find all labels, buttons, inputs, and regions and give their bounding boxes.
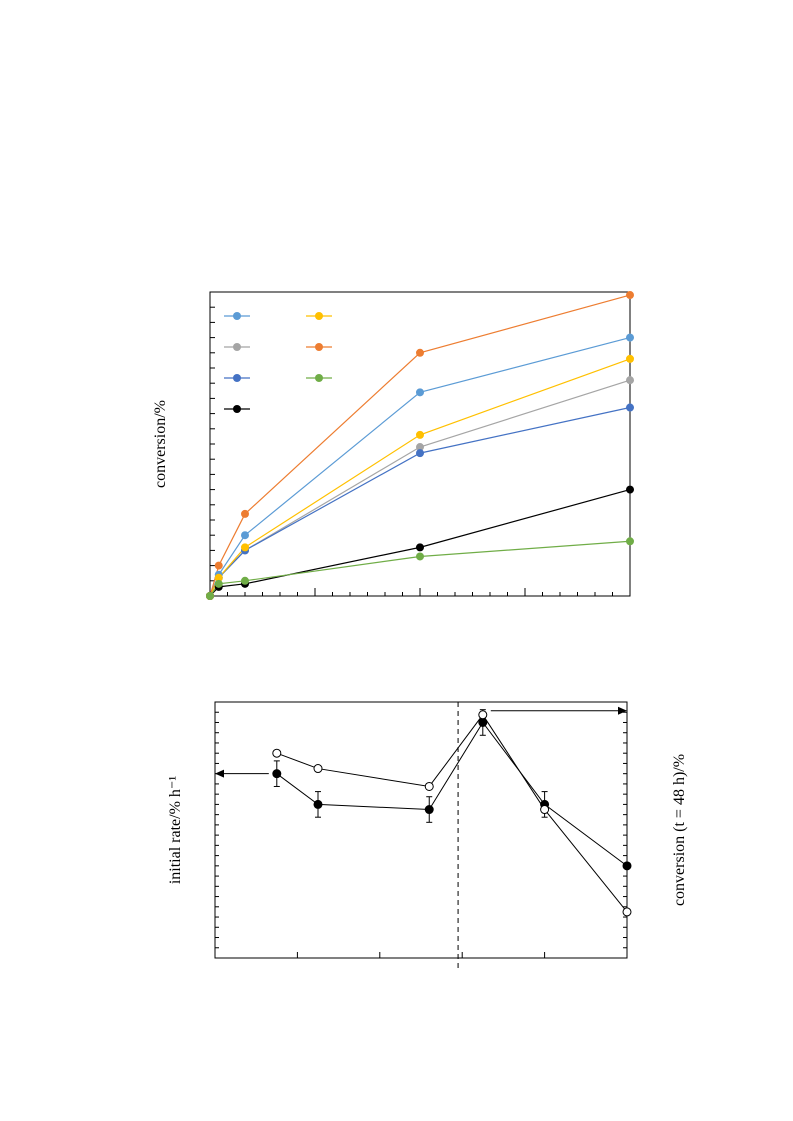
chart1-data-point	[416, 449, 424, 458]
chart1-legend	[224, 312, 332, 413]
chart1-legend-marker	[233, 405, 241, 413]
chart1-y-axis-label: conversion/%	[152, 400, 169, 488]
chart2-data-point	[478, 717, 488, 727]
chart1-series	[206, 291, 634, 600]
chart1-legend-marker	[233, 343, 241, 351]
chart2-y-axis-label: initial rate/% h⁻¹	[167, 776, 184, 885]
chart1-legend-marker	[315, 374, 323, 382]
rate-conversion-chart: initial rate/% h⁻¹ conversion (t = 48 h)…	[167, 701, 688, 968]
chart1-data-point	[206, 592, 214, 600]
chart1-data-point	[626, 485, 634, 494]
chart1-data-point	[416, 388, 424, 397]
chart1-data-point	[214, 561, 223, 570]
chart1-data-point	[241, 531, 249, 540]
chart2-data-point	[313, 799, 323, 809]
chart1-data-point	[241, 509, 249, 518]
chart2-data-point	[622, 907, 632, 917]
chart2-right-arrowhead	[618, 706, 627, 715]
conversion-time-chart: conversion/%	[152, 291, 634, 600]
chart1-data-point	[241, 576, 249, 585]
chart2-left-arrowhead	[215, 769, 224, 778]
chart1-data-point	[416, 543, 424, 552]
chart2-data-point	[272, 769, 282, 779]
chart1-data-point	[626, 403, 634, 412]
chart2-series-line	[276, 713, 628, 913]
chart1-data-point	[416, 348, 424, 357]
chart2-y2-axis-label: conversion (t = 48 h)/%	[671, 754, 688, 906]
chart1-legend-marker	[315, 343, 323, 351]
chart2-series-line	[276, 721, 628, 867]
chart1-legend-marker	[233, 374, 241, 382]
chart2-data-point	[313, 764, 323, 774]
chart1-data-point	[626, 376, 634, 385]
chart1-legend-marker	[233, 312, 241, 320]
chart1-data-point	[416, 443, 424, 452]
chart1-data-point	[626, 537, 634, 546]
chart2-axis-arrows	[215, 706, 627, 778]
chart1-legend-marker	[315, 312, 323, 320]
chart1-data-point	[416, 430, 424, 439]
chart2-data-point	[478, 710, 488, 720]
chart2-plot-frame	[214, 701, 628, 959]
chart1-data-point	[416, 552, 424, 561]
chart1-data-point	[626, 291, 634, 300]
chart1-data-point	[214, 573, 223, 582]
chart1-data-point	[214, 579, 223, 588]
chart2-data-point	[424, 781, 434, 791]
chart2-ticks	[215, 701, 627, 959]
chart1-data-point	[626, 333, 634, 342]
chart1-data-point	[241, 543, 249, 552]
chart1-series-line	[209, 489, 631, 597]
chart2-data-point	[540, 805, 550, 815]
chart1-data-point	[626, 354, 634, 363]
chart2-data-point	[622, 861, 632, 871]
chart2-data-point	[424, 805, 434, 815]
chart2-series	[272, 709, 632, 917]
chart2-data-point	[272, 748, 282, 758]
